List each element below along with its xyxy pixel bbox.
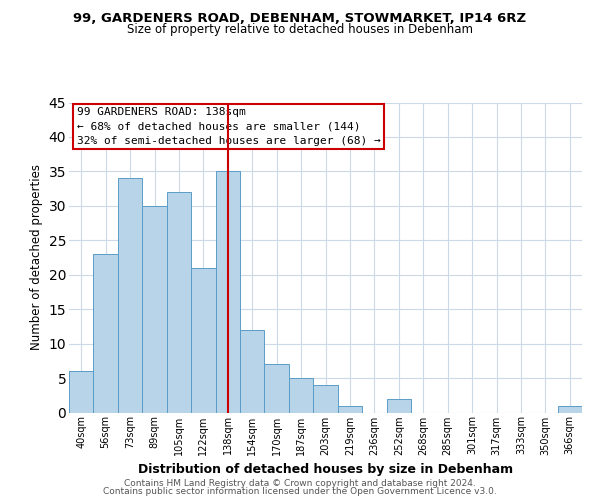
Bar: [94, 254, 118, 412]
Bar: [386, 398, 411, 412]
Bar: [142, 206, 167, 412]
Bar: [240, 330, 265, 412]
Bar: [557, 406, 582, 412]
Bar: [313, 385, 338, 412]
Bar: [69, 371, 94, 412]
Bar: [338, 406, 362, 412]
Bar: [215, 172, 240, 412]
Text: Contains public sector information licensed under the Open Government Licence v3: Contains public sector information licen…: [103, 487, 497, 496]
Bar: [118, 178, 142, 412]
Text: 99, GARDENERS ROAD, DEBENHAM, STOWMARKET, IP14 6RZ: 99, GARDENERS ROAD, DEBENHAM, STOWMARKET…: [73, 12, 527, 26]
Text: 99 GARDENERS ROAD: 138sqm
← 68% of detached houses are smaller (144)
32% of semi: 99 GARDENERS ROAD: 138sqm ← 68% of detac…: [77, 107, 380, 146]
Text: Contains HM Land Registry data © Crown copyright and database right 2024.: Contains HM Land Registry data © Crown c…: [124, 478, 476, 488]
Text: Size of property relative to detached houses in Debenham: Size of property relative to detached ho…: [127, 22, 473, 36]
Bar: [191, 268, 215, 412]
Bar: [265, 364, 289, 412]
Bar: [289, 378, 313, 412]
Bar: [167, 192, 191, 412]
Y-axis label: Number of detached properties: Number of detached properties: [30, 164, 43, 350]
X-axis label: Distribution of detached houses by size in Debenham: Distribution of detached houses by size …: [138, 463, 513, 476]
